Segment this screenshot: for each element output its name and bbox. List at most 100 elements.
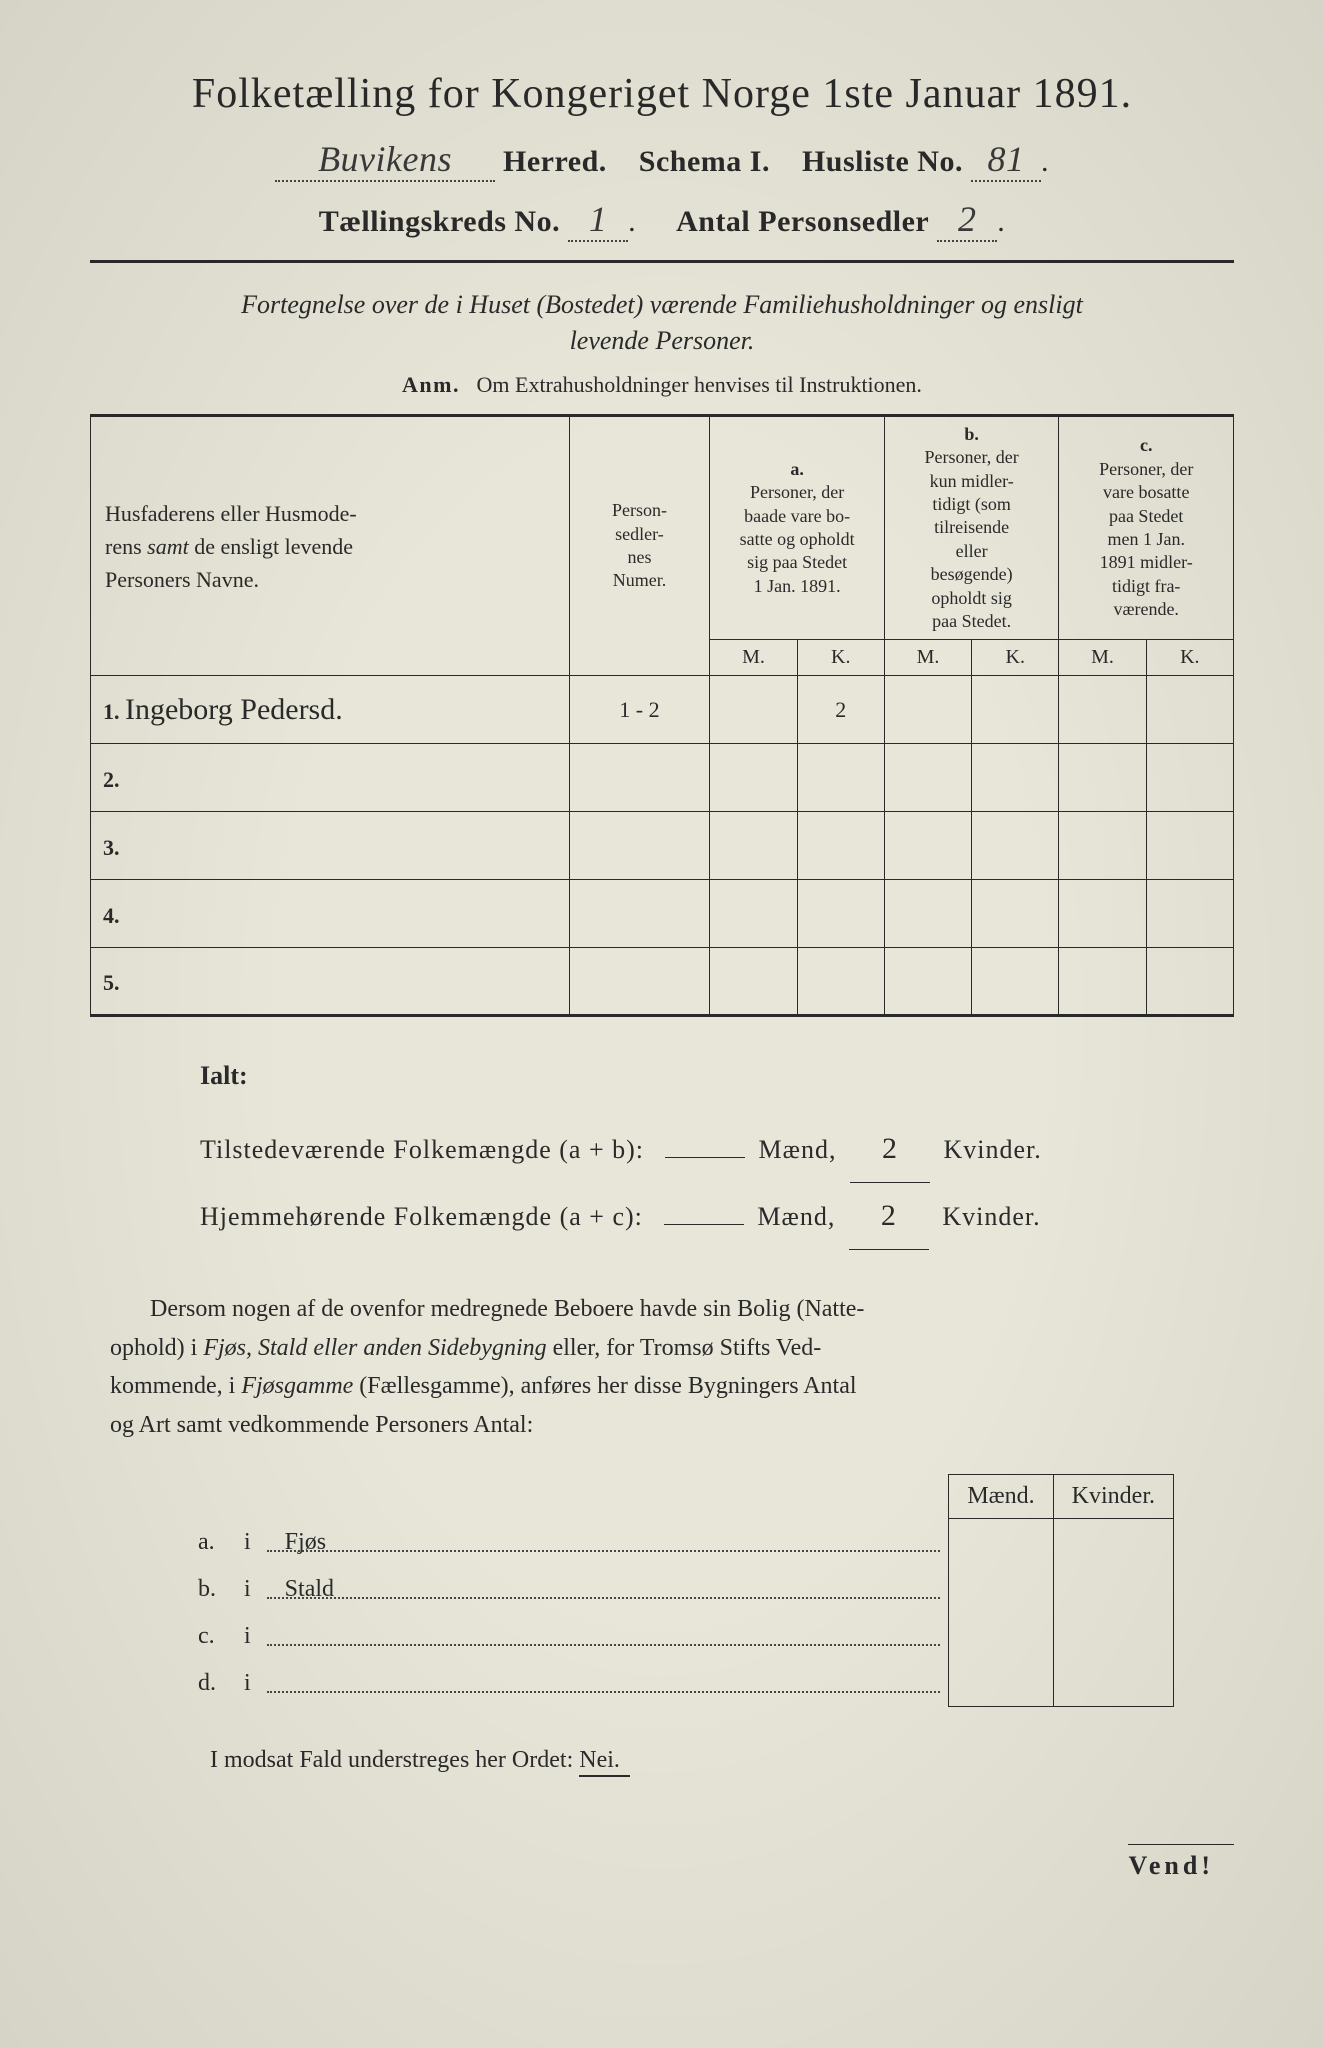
- building-k-cell: [1053, 1566, 1173, 1613]
- b-m-header: M.: [884, 640, 971, 676]
- building-label: Stald: [259, 1566, 949, 1613]
- hjemme-k: 2: [849, 1183, 929, 1250]
- c-k-header: K.: [1146, 640, 1233, 676]
- building-row: a. i Fjøs: [190, 1519, 1174, 1566]
- a-m-cell: [710, 744, 797, 812]
- building-k-cell: [1053, 1660, 1173, 1707]
- building-paragraph: Dersom nogen af de ovenfor medregnede Be…: [110, 1290, 1214, 1444]
- table-row: 4.: [91, 880, 1234, 948]
- col-c-header: c. Personer, dervare bosattepaa Stedetme…: [1059, 415, 1234, 640]
- vend-label: Vend!: [1128, 1844, 1234, 1881]
- census-form-page: Folketælling for Kongeriget Norge 1ste J…: [0, 0, 1324, 2048]
- building-i: i: [224, 1660, 259, 1707]
- kvinder-label-1: Kvinder.: [943, 1135, 1041, 1164]
- census-table: Husfaderens eller Husmode-rens samt de e…: [90, 414, 1234, 1018]
- tilstede-label: Tilstedeværende Folkemængde (a + b):: [200, 1135, 644, 1164]
- c-m-cell: [1059, 676, 1146, 744]
- building-section: Mænd. Kvinder. a. i Fjøs b. i Stald c. i…: [190, 1474, 1174, 1707]
- nei-word: Nei.: [579, 1747, 620, 1773]
- tilstede-k: 2: [850, 1116, 930, 1183]
- building-m-cell: [949, 1613, 1053, 1660]
- name-cell: 2.: [91, 744, 570, 812]
- c-k-cell: [1146, 812, 1233, 880]
- header-line-1: Buvikens Herred. Schema I. Husliste No. …: [90, 138, 1234, 182]
- building-k-cell: [1053, 1613, 1173, 1660]
- page-title: Folketælling for Kongeriget Norge 1ste J…: [90, 70, 1234, 118]
- maend-label-2: Mænd,: [757, 1202, 835, 1231]
- name-cell: 3.: [91, 812, 570, 880]
- ialt-section: Ialt: Tilstedeværende Folkemængde (a + b…: [200, 1047, 1234, 1250]
- table-row: 5.: [91, 948, 1234, 1016]
- building-letter: a.: [190, 1519, 224, 1566]
- col-numer-header: Person-sedler-nesNumer.: [569, 415, 710, 676]
- b-m-cell: [884, 812, 971, 880]
- a-m-cell: [710, 812, 797, 880]
- tilstede-line: Tilstedeværende Folkemængde (a + b): Mæn…: [200, 1116, 1234, 1183]
- numer-cell: [569, 948, 710, 1016]
- hjemme-label: Hjemmehørende Folkemængde (a + c):: [200, 1202, 643, 1231]
- building-maend-header: Mænd.: [949, 1475, 1053, 1519]
- divider: [90, 260, 1234, 263]
- a-k-cell: [797, 744, 884, 812]
- b-m-cell: [884, 948, 971, 1016]
- a-k-cell: [797, 812, 884, 880]
- intro-text: Fortegnelse over de i Huset (Bostedet) v…: [90, 287, 1234, 360]
- kvinder-label-2: Kvinder.: [942, 1202, 1040, 1231]
- numer-cell: [569, 744, 710, 812]
- ialt-title: Ialt:: [200, 1047, 1234, 1104]
- table-row: 3.: [91, 812, 1234, 880]
- building-i: i: [224, 1613, 259, 1660]
- building-i: i: [224, 1566, 259, 1613]
- modsat-text: I modsat Fald understreges her Ordet:: [210, 1747, 573, 1773]
- maend-label-1: Mænd,: [759, 1135, 837, 1164]
- b-m-cell: [884, 744, 971, 812]
- numer-cell: 1 - 2: [569, 676, 710, 744]
- c-m-cell: [1059, 880, 1146, 948]
- b-k-cell: [972, 812, 1059, 880]
- building-row: c. i: [190, 1613, 1174, 1660]
- herred-label: Herred.: [503, 145, 607, 178]
- b-k-cell: [972, 880, 1059, 948]
- building-letter: c.: [190, 1613, 224, 1660]
- building-label: Fjøs: [259, 1519, 949, 1566]
- c-m-cell: [1059, 744, 1146, 812]
- building-m-cell: [949, 1566, 1053, 1613]
- kreds-value: 1: [568, 198, 628, 242]
- building-m-cell: [949, 1660, 1053, 1707]
- schema-label: Schema I.: [639, 145, 770, 178]
- hjemme-line: Hjemmehørende Folkemængde (a + c): Mænd,…: [200, 1183, 1234, 1250]
- building-label: [259, 1660, 949, 1707]
- hjemme-m: [664, 1224, 744, 1225]
- b-k-cell: [972, 676, 1059, 744]
- c-k-cell: [1146, 880, 1233, 948]
- building-kvinder-header: Kvinder.: [1053, 1475, 1173, 1519]
- table-row: 2.: [91, 744, 1234, 812]
- a-k-cell: [797, 880, 884, 948]
- b-m-cell: [884, 880, 971, 948]
- a-m-cell: [710, 676, 797, 744]
- antal-value: 2: [937, 198, 997, 242]
- a-k-cell: 2: [797, 676, 884, 744]
- b-k-header: K.: [972, 640, 1059, 676]
- name-cell: 1. Ingeborg Pedersd.: [91, 676, 570, 744]
- name-cell: 4.: [91, 880, 570, 948]
- name-cell: 5.: [91, 948, 570, 1016]
- herred-value: Buvikens: [275, 138, 495, 182]
- a-m-cell: [710, 948, 797, 1016]
- husliste-label: Husliste No.: [802, 145, 963, 178]
- building-i: i: [224, 1519, 259, 1566]
- building-letter: d.: [190, 1660, 224, 1707]
- a-m-header: M.: [710, 640, 797, 676]
- table-row: 1. Ingeborg Pedersd. 1 - 2 2: [91, 676, 1234, 744]
- building-row: d. i: [190, 1660, 1174, 1707]
- header-line-2: Tællingskreds No. 1. Antal Personsedler …: [90, 198, 1234, 242]
- building-table: Mænd. Kvinder. a. i Fjøs b. i Stald c. i…: [190, 1474, 1174, 1707]
- a-k-cell: [797, 948, 884, 1016]
- b-m-cell: [884, 676, 971, 744]
- tilstede-m: [665, 1157, 745, 1158]
- c-k-cell: [1146, 744, 1233, 812]
- numer-cell: [569, 812, 710, 880]
- building-k-cell: [1053, 1519, 1173, 1566]
- building-label: [259, 1613, 949, 1660]
- building-letter: b.: [190, 1566, 224, 1613]
